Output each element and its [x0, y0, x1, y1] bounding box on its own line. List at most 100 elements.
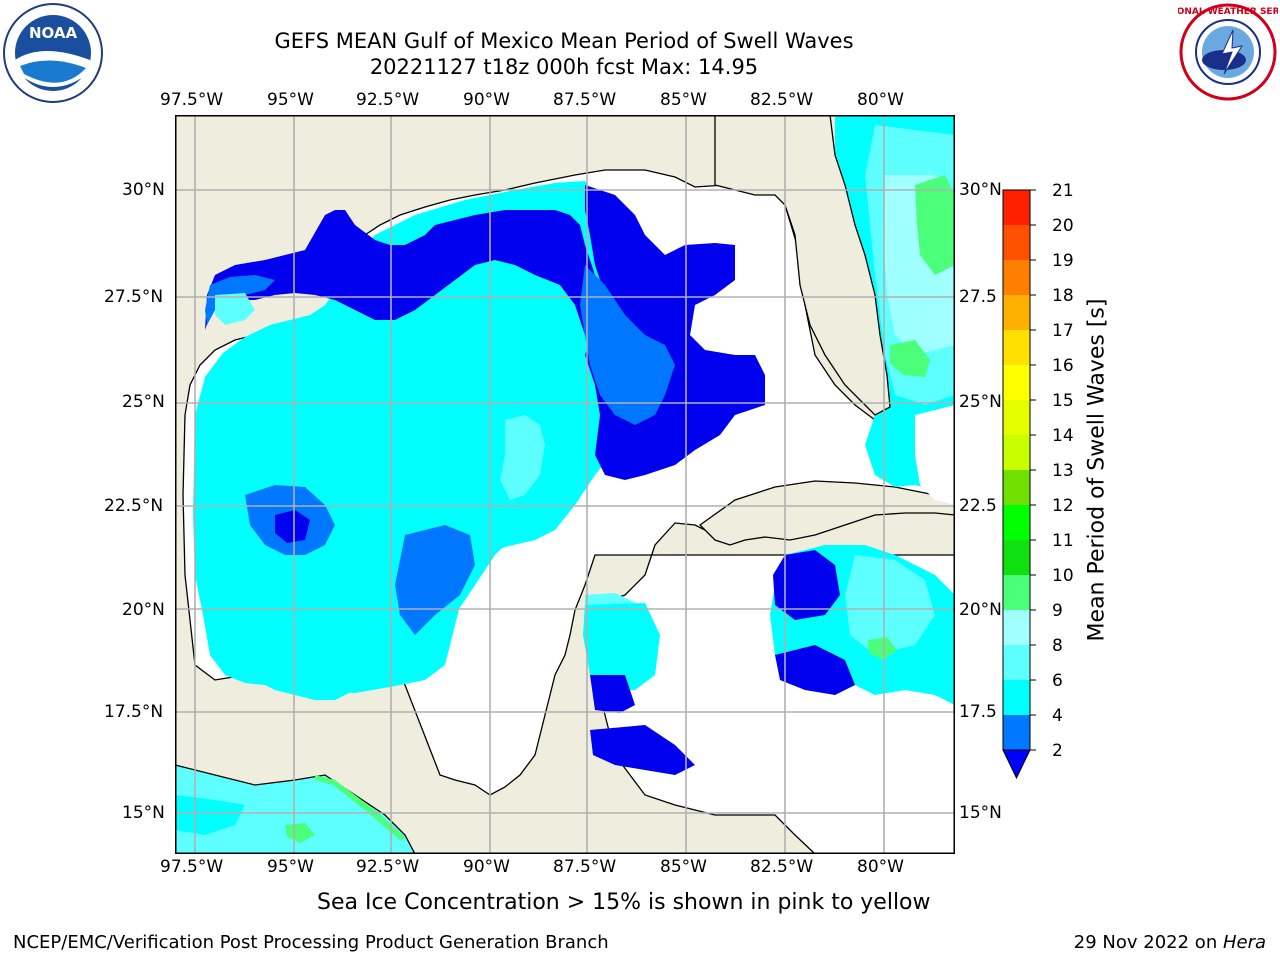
lon-tick-top: 95°W — [267, 90, 314, 110]
lon-tick-top: 87.5°W — [553, 90, 617, 110]
bahamas-white — [915, 405, 955, 505]
colorbar-segment — [1003, 260, 1030, 295]
swell-6-8s-patch — [500, 415, 545, 500]
swell-yucatan-blue — [590, 675, 635, 713]
lat-tick-right: 27.5 — [959, 287, 997, 307]
swell-cyan-body — [197, 193, 625, 693]
colorbar-segment — [1003, 575, 1030, 610]
colorbar-tick: 17 — [1052, 321, 1074, 341]
colorbar-segment — [1003, 645, 1030, 680]
colorbar-segment — [1003, 435, 1030, 470]
atlantic-green-patch — [915, 175, 955, 275]
colorbar-segment — [1003, 680, 1030, 715]
swell-yucatan-cyan — [583, 603, 660, 690]
colorbar-segment — [1003, 295, 1030, 330]
graticule — [175, 115, 955, 854]
swell-2-4s-campeche-dark — [275, 510, 310, 543]
pacific-green — [285, 823, 315, 843]
map-subtitle: 20221127 t18z 000h fcst Max: 14.95 — [369, 55, 759, 79]
swell-blue-campeche-south — [395, 525, 475, 635]
swell-honduras-blue — [590, 725, 695, 775]
colorbar-segment — [1003, 470, 1030, 505]
swell-caribbean-green — [868, 637, 897, 660]
footer-credit: NCEP/EMC/Verification Post Processing Pr… — [13, 932, 609, 953]
lon-tick-bottom: 97.5°W — [160, 857, 224, 877]
lat-tick-right: 15°N — [959, 803, 1002, 823]
colorbar-segment — [1003, 540, 1030, 575]
lat-tick-right: 22.5 — [959, 496, 997, 516]
colorbar-tick: 12 — [1052, 496, 1074, 516]
colorbar-title-text: Mean Period of Swell Waves [s] — [1084, 298, 1110, 642]
colorbar-segment — [1003, 715, 1030, 750]
colorbar-segment — [1003, 400, 1030, 435]
lon-tick-top: 80°W — [857, 90, 904, 110]
noaa-logo-text: NOAA — [29, 24, 78, 42]
colorbar-tick: 16 — [1052, 356, 1074, 376]
swell-6-8s-patch-w — [215, 293, 255, 325]
colorbar-tick: 13 — [1052, 461, 1074, 481]
lat-tick-right: 25°N — [959, 392, 1002, 412]
lon-tick-top: 82.5°W — [750, 90, 814, 110]
svg-text:NATIONAL WEATHER SERVICE: NATIONAL WEATHER SERVICE — [1178, 7, 1278, 17]
atlantic-green-patch-s — [890, 340, 930, 377]
lat-tick-left: 22.5°N — [104, 496, 164, 516]
lon-tick-bottom: 85°W — [660, 857, 707, 877]
pacific-green-coast — [315, 775, 405, 841]
colorbar-segment — [1003, 365, 1030, 400]
lat-tick-left: 30°N — [122, 180, 165, 200]
lon-tick-bottom: 90°W — [463, 857, 510, 877]
lon-tick-bottom: 92.5°W — [356, 857, 420, 877]
lat-tick-left: 15°N — [122, 803, 165, 823]
colorbar-segment — [1003, 190, 1030, 225]
lat-tick-right: 20°N — [959, 600, 1002, 620]
map-frame — [175, 115, 955, 854]
lon-tick-top: 90°W — [463, 90, 510, 110]
swell-caribbean-blue-s — [775, 645, 855, 695]
colorbar-tick: 21 — [1052, 181, 1074, 201]
nws-logo: NATIONAL WEATHER SERVICE — [1178, 3, 1278, 101]
footer-date: 29 Nov 2022 on Hera — [1074, 932, 1266, 953]
colorbar-tick: 6 — [1052, 671, 1063, 691]
colorbar-tick: 4 — [1052, 706, 1063, 726]
colorbar-segment — [1003, 610, 1030, 645]
footer-host: Hera — [1222, 932, 1266, 953]
lat-tick-left: 20°N — [122, 600, 165, 620]
colorbar-segment — [1003, 225, 1030, 260]
swell-blue-4s-coast — [205, 275, 275, 325]
colorbar-tick: 2 — [1052, 741, 1063, 761]
colorbar — [1002, 189, 1036, 780]
footer-date-text: 29 Nov 2022 on — [1073, 932, 1223, 953]
lon-tick-top: 92.5°W — [356, 90, 420, 110]
colorbar-tick: 8 — [1052, 636, 1063, 656]
lat-tick-left: 25°N — [122, 392, 165, 412]
noaa-logo: NOAA — [3, 3, 103, 103]
lat-tick-left: 27.5°N — [104, 287, 164, 307]
colorbar-tick: 20 — [1052, 216, 1074, 236]
colorbar-segment — [1003, 505, 1030, 540]
swell-caribbean-light — [845, 555, 935, 655]
colorbar-tick: 10 — [1052, 566, 1074, 586]
cuba-land — [698, 480, 955, 546]
lon-tick-top: 85°W — [660, 90, 707, 110]
colorbar-tick: 11 — [1052, 531, 1074, 551]
colorbar-tick: 19 — [1052, 251, 1074, 271]
swell-blue-4s — [580, 265, 675, 425]
colorbar-tick: 14 — [1052, 426, 1074, 446]
colorbar-extend-arrow — [1002, 749, 1031, 780]
map-panel — [175, 115, 955, 854]
lon-tick-bottom: 80°W — [857, 857, 904, 877]
lat-tick-left: 17.5°N — [104, 702, 164, 722]
colorbar-tick: 15 — [1052, 391, 1074, 411]
lat-tick-right: 17.5 — [959, 702, 997, 722]
lat-tick-right: 30°N — [959, 180, 1002, 200]
lon-tick-bottom: 95°W — [267, 857, 314, 877]
lon-tick-bottom: 87.5°W — [553, 857, 617, 877]
colorbar-tick: 9 — [1052, 601, 1063, 621]
lon-tick-bottom: 82.5°W — [750, 857, 814, 877]
pacific-cyan — [175, 795, 245, 835]
swell-caribbean-blue — [773, 550, 840, 620]
colorbar-tick: 18 — [1052, 286, 1074, 306]
colorbar-segment — [1003, 330, 1030, 365]
lon-tick-top: 97.5°W — [160, 90, 224, 110]
sea-ice-note: Sea Ice Concentration > 15% is shown in … — [317, 890, 931, 915]
